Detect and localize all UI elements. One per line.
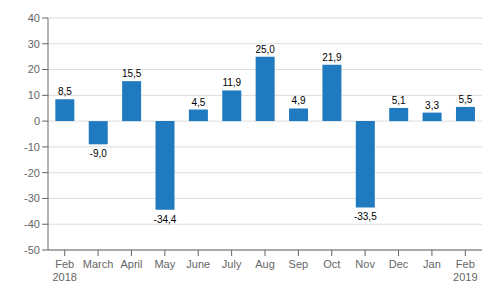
svg-text:4,5: 4,5 (191, 97, 205, 108)
svg-text:March: March (83, 258, 114, 270)
svg-text:5,1: 5,1 (392, 95, 406, 106)
svg-text:21,9: 21,9 (322, 52, 342, 63)
svg-text:-50: -50 (24, 244, 40, 256)
svg-text:40: 40 (28, 12, 40, 24)
svg-text:5,5: 5,5 (459, 94, 473, 105)
svg-text:10: 10 (28, 89, 40, 101)
svg-text:11,9: 11,9 (222, 77, 241, 88)
svg-text:Jan: Jan (423, 258, 441, 270)
svg-text:June: June (186, 258, 210, 270)
svg-text:Nov: Nov (355, 258, 375, 270)
svg-text:-30: -30 (24, 192, 40, 204)
svg-text:25,0: 25,0 (255, 44, 275, 55)
svg-text:-34,4: -34,4 (154, 214, 177, 225)
svg-text:-33,5: -33,5 (354, 211, 377, 222)
svg-text:July: July (222, 258, 242, 270)
svg-text:20: 20 (28, 63, 40, 75)
svg-text:May: May (154, 258, 175, 270)
svg-text:3,3: 3,3 (425, 100, 439, 111)
svg-text:30: 30 (28, 38, 40, 50)
svg-text:Dec: Dec (389, 258, 409, 270)
svg-text:April: April (120, 258, 142, 270)
svg-text:4,9: 4,9 (292, 95, 306, 106)
svg-text:8,5: 8,5 (58, 86, 72, 97)
svg-text:Feb2018: Feb2018 (52, 258, 76, 283)
svg-text:-10: -10 (24, 141, 40, 153)
svg-text:Feb2019: Feb2019 (453, 258, 477, 283)
svg-text:-20: -20 (24, 167, 40, 179)
svg-text:15,5: 15,5 (122, 68, 142, 79)
svg-text:Sep: Sep (289, 258, 309, 270)
svg-text:-40: -40 (24, 218, 40, 230)
svg-text:Aug: Aug (255, 258, 275, 270)
svg-text:-9,0: -9,0 (90, 148, 108, 159)
svg-text:Oct: Oct (323, 258, 340, 270)
svg-text:0: 0 (34, 115, 40, 127)
